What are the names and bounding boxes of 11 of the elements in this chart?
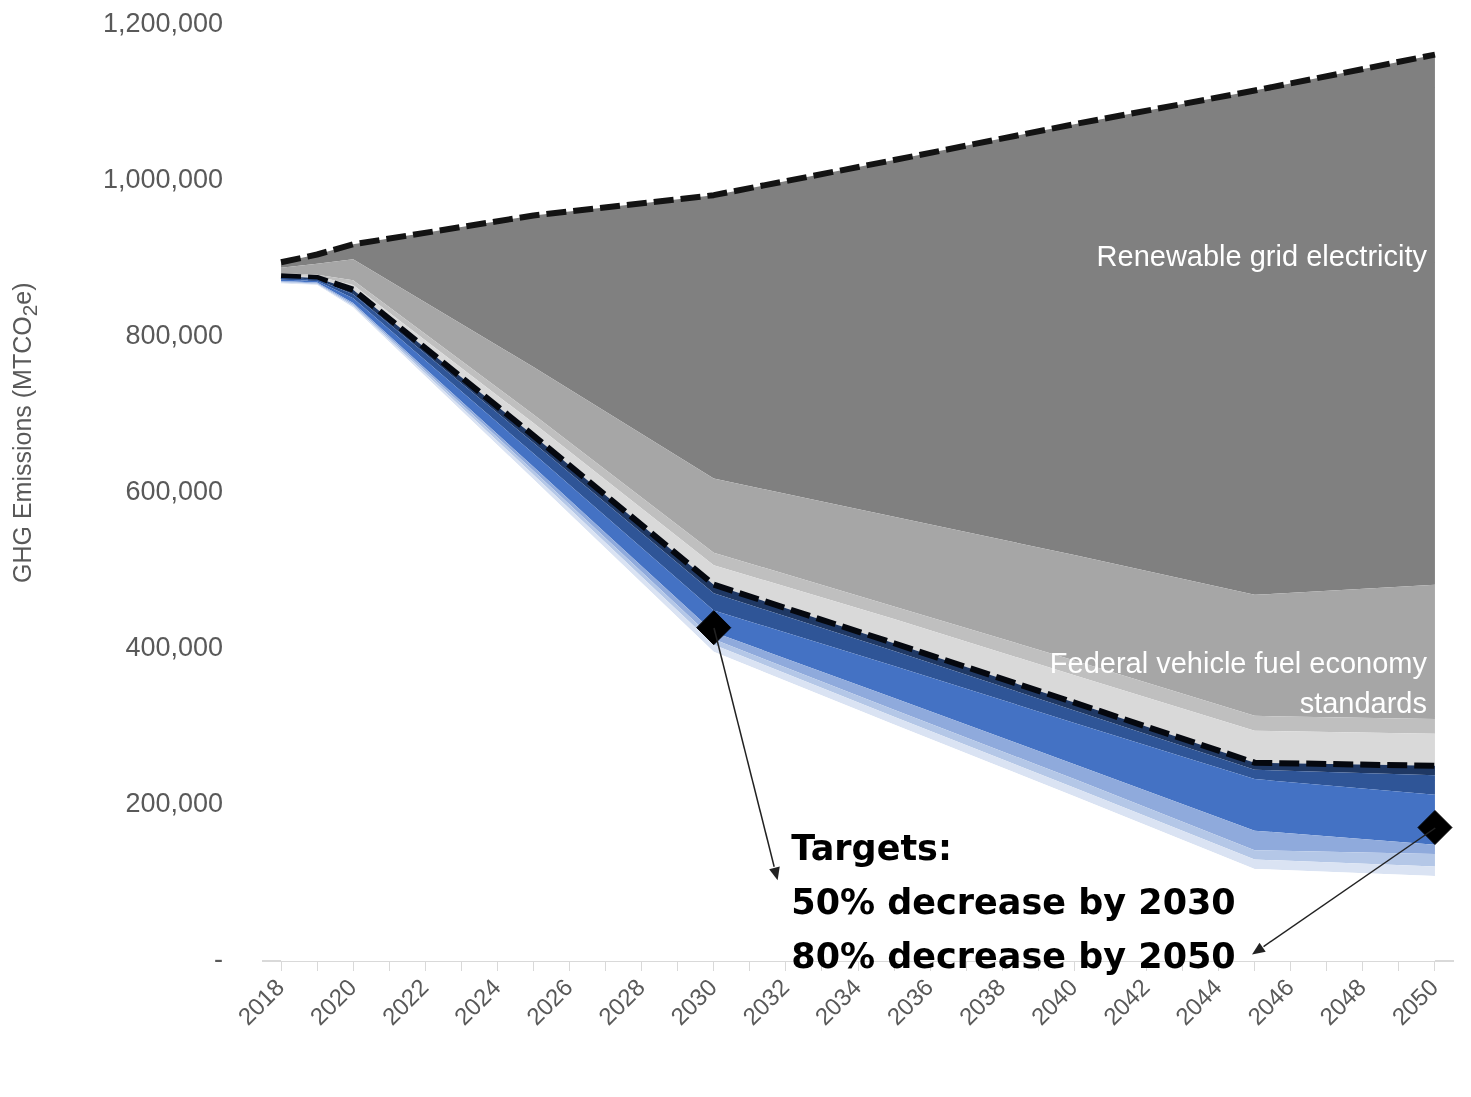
y-tick-label: 1,200,000: [102, 7, 223, 38]
y-tick-label: 800,000: [125, 319, 223, 350]
series-label: Renewable grid electricity: [1096, 239, 1428, 272]
y-tick-label: 200,000: [125, 788, 223, 819]
y-tick-label: 600,000: [125, 476, 223, 507]
y-tick-label: 1,000,000: [102, 163, 223, 194]
y-tick-label: -: [214, 944, 223, 975]
annotation: Targets: 50% decrease by 2030: [791, 828, 1236, 922]
series-label: Federal vehicle fuel economy standards: [1049, 647, 1428, 720]
y-tick-label: 400,000: [125, 632, 223, 663]
annotation: 80% decrease by 2050: [791, 936, 1236, 976]
